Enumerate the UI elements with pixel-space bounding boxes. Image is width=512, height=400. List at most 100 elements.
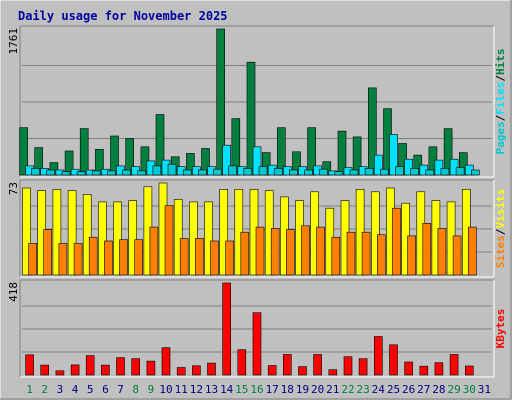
day-label: 7 [117, 383, 124, 396]
middle-bar-sites [119, 239, 128, 276]
middle-bar-sites [255, 226, 265, 276]
day-label: 3 [57, 383, 64, 396]
middle-bar-sites [240, 231, 250, 276]
top-bar-pages [288, 169, 298, 176]
day-label: 31 [478, 383, 491, 396]
top-bar-files [252, 146, 262, 176]
bottom-bar-kbytes [404, 361, 413, 376]
middle-bar-visits [98, 201, 107, 276]
bottom-bar-kbytes [207, 362, 216, 376]
top-bar-pages [470, 169, 480, 176]
day-label: 11 [175, 383, 188, 396]
bottom-bar-kbytes [389, 344, 398, 376]
middle-bar-sites [452, 235, 462, 276]
day-label: 26 [402, 383, 415, 396]
day-label: 12 [190, 383, 203, 396]
top-bar-pages [379, 168, 389, 176]
middle-bar-sites [164, 205, 174, 276]
top-bar-pages [395, 166, 404, 176]
middle-bar-sites [437, 228, 447, 276]
middle-bar-sites [392, 207, 401, 276]
top-bar-hits [79, 128, 89, 176]
top-bar-pages [334, 171, 344, 176]
middle-bar-sites [179, 238, 189, 276]
middle-bar-sites [28, 243, 37, 276]
top-bar-pages [137, 170, 146, 176]
top-bar-pages [273, 168, 283, 176]
top-bar-files [449, 158, 459, 176]
middle-panel: 73 Sites/Visits [7, 179, 507, 278]
bottom-bar-kbytes [419, 365, 429, 376]
bottom-bar-kbytes [358, 358, 368, 376]
day-label: 4 [72, 383, 79, 396]
top-bar-pages [152, 165, 162, 176]
day-label: 9 [148, 383, 155, 396]
bottom-bar-kbytes [237, 349, 247, 376]
top-bar-hits [19, 127, 28, 176]
bottom-bar-kbytes [449, 354, 459, 376]
bottom-bar-kbytes [25, 354, 34, 376]
bottom-panel: 418 KBytes [7, 279, 507, 378]
top-axis-title: Pages/Files/Hits [494, 49, 507, 155]
middle-bar-sites [376, 234, 386, 276]
middle-bar-sites [407, 235, 416, 276]
top-series-pages [31, 163, 480, 176]
top-bar-pages [304, 169, 313, 176]
top-bar-pages [425, 169, 435, 176]
top-bar-pages [91, 170, 101, 176]
middle-bar-visits [370, 191, 380, 276]
middle-bar-sites [58, 243, 68, 276]
bottom-bar-kbytes [176, 367, 186, 376]
top-bar-pages [440, 168, 450, 176]
bottom-max-label: 418 [7, 282, 20, 302]
top-bar-pages [61, 171, 71, 176]
top-bar-pages [46, 169, 56, 176]
middle-bar-visits [67, 190, 77, 276]
middle-bar-visits [52, 189, 62, 276]
bottom-bar-kbytes [146, 360, 156, 376]
bottom-bar-kbytes [85, 355, 95, 376]
day-label: 18 [281, 383, 294, 396]
day-label: 27 [417, 383, 430, 396]
day-label: 20 [311, 383, 324, 396]
top-bar-pages [213, 168, 222, 176]
top-bar-pages [228, 165, 237, 176]
top-bar-pages [319, 168, 328, 176]
bottom-bar-kbytes [298, 366, 307, 376]
bottom-bar-kbytes [267, 365, 277, 376]
day-label: 10 [159, 383, 172, 396]
top-bar-pages [31, 168, 40, 176]
day-label: 28 [432, 383, 445, 396]
bottom-bar-kbytes [373, 336, 383, 376]
middle-bar-visits [173, 199, 183, 276]
middle-bar-sites [361, 231, 371, 276]
axis-title-separator: / [494, 228, 507, 235]
top-bar-files [389, 134, 398, 176]
day-label: 13 [205, 383, 218, 396]
middle-axis-title-part: Sites [494, 235, 507, 268]
middle-bar-visits [22, 187, 31, 276]
middle-bar-visits [219, 189, 228, 276]
bottom-bar-kbytes [328, 369, 338, 376]
top-axis-title-part: Hits [494, 49, 507, 76]
bottom-bar-kbytes [434, 362, 444, 376]
middle-bar-sites [301, 225, 310, 276]
middle-bar-sites [331, 236, 341, 276]
top-max-label: 1761 [7, 28, 20, 55]
middle-bar-sites [210, 240, 219, 276]
middle-bar-visits [204, 201, 213, 276]
bottom-axis-title: KBytes [494, 309, 507, 349]
day-label: 6 [102, 383, 109, 396]
top-bar-files [404, 158, 413, 176]
day-label: 19 [296, 383, 309, 396]
middle-bar-sites [43, 229, 53, 276]
bottom-bar-kbytes [252, 312, 262, 376]
day-label: 23 [356, 383, 369, 396]
bottom-bar-kbytes [161, 347, 171, 376]
top-bar-pages [167, 163, 177, 176]
bottom-bar-kbytes [101, 364, 110, 376]
bottom-bar-kbytes [55, 370, 65, 376]
day-label: 29 [447, 383, 460, 396]
